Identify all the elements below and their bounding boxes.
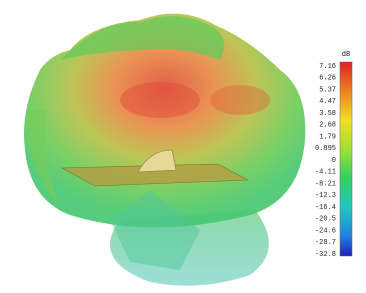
colorbar-label: 4.47 bbox=[319, 98, 336, 106]
colorbar-unit: dB bbox=[342, 51, 350, 59]
colorbar-label: -28.7 bbox=[315, 239, 336, 247]
colorbar-label: 0 bbox=[332, 157, 336, 165]
colorbar-label: -32.8 bbox=[315, 251, 336, 259]
pattern-3d bbox=[24, 14, 305, 286]
colorbar-label: -16.4 bbox=[315, 204, 336, 212]
colorbar-label: 5.37 bbox=[319, 86, 336, 94]
colorbar-label: -24.6 bbox=[315, 227, 336, 235]
colorbar-scale bbox=[340, 62, 352, 256]
colorbar-label: 3.58 bbox=[319, 110, 336, 118]
colorbar-label: -20.5 bbox=[315, 216, 336, 224]
colorbar-label: -4.11 bbox=[315, 169, 336, 177]
colorbar-label: 6.26 bbox=[319, 75, 336, 83]
colorbar-label: 1.79 bbox=[319, 133, 336, 141]
colorbar-label: -8.21 bbox=[315, 180, 336, 188]
colorbar-label: 2.68 bbox=[319, 122, 336, 130]
radiation-pattern-view: dB 7.16 6.26 5.37 4.47 3.58 2.68 1.79 0.895 0 -4.… bbox=[0, 0, 366, 293]
colorbar-label: -12.3 bbox=[315, 192, 336, 200]
colorbar: dB 7.16 6.26 5.37 4.47 3.58 2.68 1.79 0.895 0 -4.… bbox=[315, 51, 352, 259]
colorbar-label: 7.16 bbox=[319, 63, 336, 71]
colorbar-label: 0.895 bbox=[315, 145, 336, 153]
screenshot: dB 7.16 6.26 5.37 4.47 3.58 2.68 1.79 0.895 0 -4.… bbox=[0, 0, 366, 293]
